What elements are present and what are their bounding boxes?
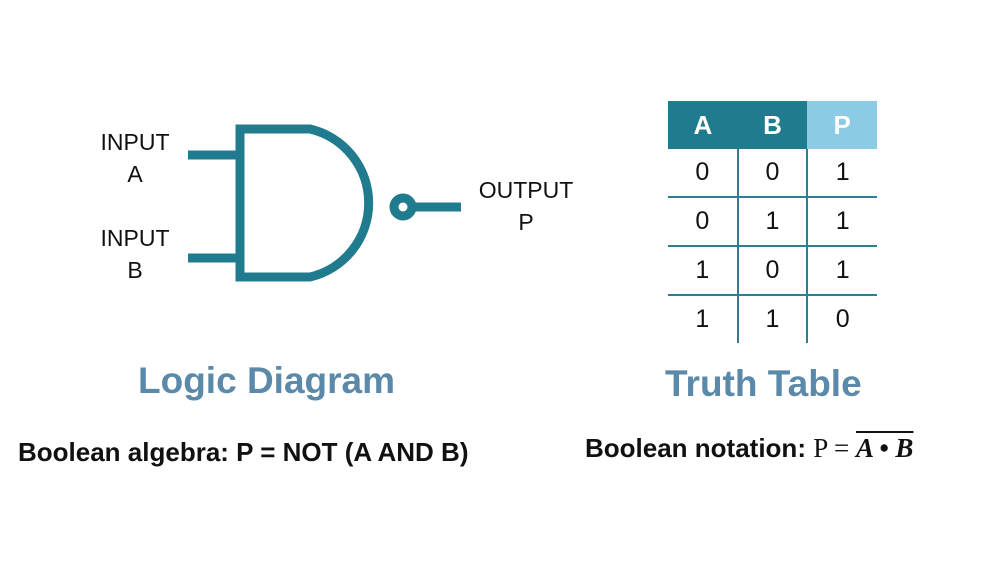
header-p: P <box>807 101 877 149</box>
header-a: A <box>668 101 738 149</box>
output-label-line1: OUTPUT <box>478 177 574 203</box>
cell-p: 1 <box>806 149 877 198</box>
table-row: 0 0 1 <box>668 149 877 198</box>
logic-diagram-title: Logic Diagram <box>138 360 395 401</box>
input-a-label-line1: INPUT <box>100 129 170 155</box>
input-b-label-line1: INPUT <box>100 225 170 251</box>
cell-a: 1 <box>695 305 710 333</box>
header-b: B <box>737 101 808 149</box>
cell-a: 0 <box>668 197 738 247</box>
cell-b: 1 <box>736 295 808 343</box>
table-row: 1 1 0 <box>668 295 877 343</box>
boolean-algebra-expression: Boolean algebra: P = NOT (A AND B) <box>18 437 469 467</box>
cell-a: 1 <box>668 246 738 296</box>
input-a-label-line2: A <box>127 161 143 187</box>
cell-a: 0 <box>668 149 738 198</box>
notation-overlined-expression: A • B <box>855 433 914 463</box>
output-label: OUTPUT P <box>466 174 586 238</box>
truth-table-header-row: A B P <box>668 101 877 149</box>
cell-p: 1 <box>806 246 877 296</box>
nand-gate-body <box>235 124 374 282</box>
input-a-label: INPUT A <box>90 126 180 190</box>
boolean-notation-expression: Boolean notation: P = A • B <box>585 433 913 464</box>
cell-p: 1 <box>806 197 877 247</box>
inversion-bubble <box>389 193 417 221</box>
truth-table: A B P 0 0 1 0 1 1 1 0 1 1 1 0 <box>668 101 877 343</box>
table-row: 1 0 1 <box>668 246 877 296</box>
input-b-label-line2: B <box>127 257 143 283</box>
output-label-line2: P <box>518 209 534 235</box>
table-row: 0 1 1 <box>668 197 877 247</box>
input-b-label: INPUT B <box>90 222 180 286</box>
truth-table-title: Truth Table <box>665 363 862 404</box>
boolean-notation-label: Boolean notation: <box>585 433 814 463</box>
cell-p: 0 <box>806 295 877 343</box>
notation-lhs: P = <box>813 433 856 463</box>
cell-b: 0 <box>736 246 808 296</box>
cell-b: 1 <box>736 197 808 247</box>
cell-b: 0 <box>736 149 808 198</box>
